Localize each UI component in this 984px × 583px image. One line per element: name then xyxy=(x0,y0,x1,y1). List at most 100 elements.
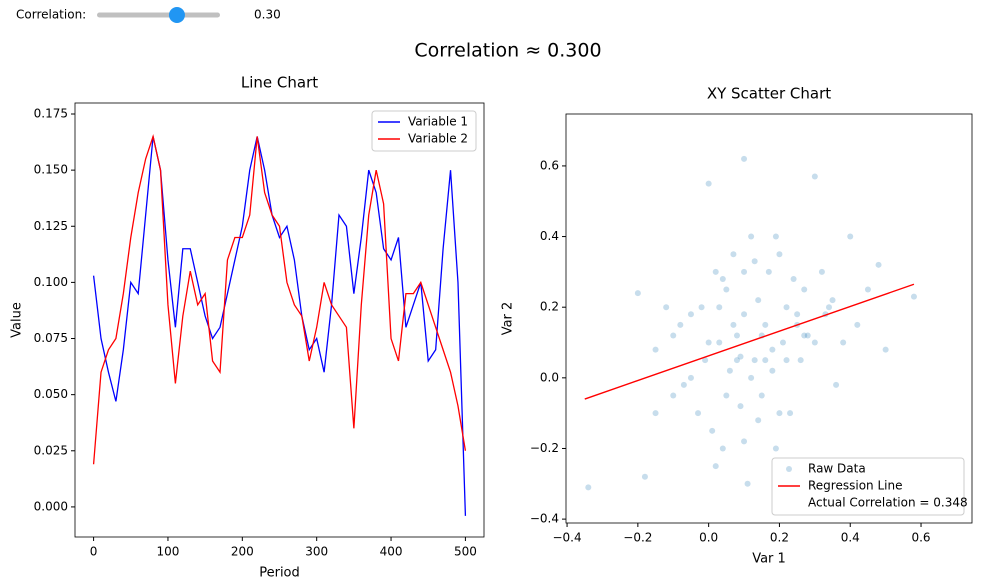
scatter-point xyxy=(910,293,917,300)
x-tick-label: 0 xyxy=(90,545,98,559)
scatter-point xyxy=(797,357,804,364)
line-series xyxy=(92,134,467,465)
scatter-point xyxy=(787,410,794,417)
y-tick-label: 0.075 xyxy=(34,331,68,345)
scatter-point xyxy=(634,290,641,297)
slider-track[interactable] xyxy=(97,12,220,18)
scatter-point xyxy=(811,173,818,180)
scatter-point xyxy=(719,445,726,452)
y-tick-label: 0.000 xyxy=(34,499,68,513)
slider-label: Correlation: xyxy=(16,8,86,22)
scatter-point xyxy=(801,286,808,293)
scatter-point xyxy=(790,275,797,282)
x-tick-label: 0.2 xyxy=(770,531,789,545)
legend-label: Raw Data xyxy=(808,462,866,476)
scatter-point xyxy=(776,410,783,417)
regression-line xyxy=(584,283,915,400)
scatter-point xyxy=(670,392,677,399)
scatter-point xyxy=(804,332,811,339)
figure-title: Correlation ≈ 0.300 xyxy=(414,40,601,62)
scatter-point xyxy=(741,438,748,445)
scatter-point xyxy=(776,251,783,258)
scatter-point xyxy=(695,410,702,417)
scatter-point xyxy=(794,311,801,318)
scatter-point xyxy=(712,463,719,470)
y-axis-label: Value xyxy=(10,302,25,338)
annotation: Actual Correlation = 0.348 xyxy=(808,496,968,510)
scatter-point xyxy=(755,417,762,424)
scatter-point xyxy=(755,297,762,304)
scatter-point xyxy=(882,346,889,353)
scatter-point xyxy=(847,233,854,240)
scatter-point xyxy=(854,321,861,328)
y-tick-label: −0.4 xyxy=(530,512,559,526)
scatter-point xyxy=(702,357,709,364)
scatter-point xyxy=(864,286,871,293)
scatter-point xyxy=(748,233,755,240)
y-tick-label: 0.6 xyxy=(540,158,559,172)
scatter-point xyxy=(875,261,882,268)
scatter-point xyxy=(769,346,776,353)
y-tick-label: 0.050 xyxy=(34,387,68,401)
y-axis-label: Var 2 xyxy=(501,302,516,336)
scatter-point xyxy=(829,297,836,304)
scatter-point xyxy=(716,339,723,346)
scatter-point xyxy=(737,403,744,410)
y-tick-label: 0.2 xyxy=(540,300,559,314)
scatter-point xyxy=(765,268,772,275)
legend-marker xyxy=(786,466,792,472)
legend-box xyxy=(771,457,965,516)
scatter-point xyxy=(652,346,659,353)
legend-label: Variable 1 xyxy=(408,115,468,129)
y-tick-label: 0.100 xyxy=(34,275,68,289)
scatter-point xyxy=(744,480,751,487)
x-tick-label: 500 xyxy=(454,545,477,559)
axes-title: XY Scatter Chart xyxy=(707,85,831,103)
y-tick-label: 0.175 xyxy=(34,107,68,121)
scatter-point xyxy=(687,374,694,381)
x-tick-label: −0.2 xyxy=(623,531,652,545)
axes-frame xyxy=(74,102,485,538)
slider-handle[interactable] xyxy=(168,7,185,23)
scatter-point xyxy=(751,357,758,364)
scatter-point xyxy=(733,357,740,364)
scatter-point xyxy=(772,233,779,240)
scatter-point xyxy=(737,353,744,360)
scatter-point xyxy=(762,321,769,328)
x-tick-label: 200 xyxy=(231,545,254,559)
axes-frame xyxy=(565,113,973,524)
scatter-point xyxy=(677,321,684,328)
scatter-point xyxy=(825,304,832,311)
scatter-point xyxy=(663,304,670,311)
slider-value: 0.30 xyxy=(254,8,281,22)
x-tick-label: 0.0 xyxy=(699,531,718,545)
scatter-point xyxy=(723,286,730,293)
scatter-point xyxy=(801,332,808,339)
scatter-point xyxy=(670,332,677,339)
legend-box xyxy=(371,110,477,152)
x-tick-label: 300 xyxy=(305,545,328,559)
scatter-point xyxy=(741,268,748,275)
axes-title: Line Chart xyxy=(241,74,318,92)
scatter-point xyxy=(748,374,755,381)
line-series xyxy=(92,136,467,516)
scatter-point xyxy=(811,339,818,346)
scatter-point xyxy=(698,304,705,311)
scatter-point xyxy=(730,251,737,258)
scatter-point xyxy=(680,381,687,388)
x-tick-label: 400 xyxy=(380,545,403,559)
legend-label: Variable 2 xyxy=(408,132,468,146)
scatter-point xyxy=(769,367,776,374)
scatter-point xyxy=(783,304,790,311)
scatter-point xyxy=(716,304,723,311)
legend-label: Regression Line xyxy=(808,479,902,493)
scatter-point xyxy=(726,367,733,374)
scatter-point xyxy=(758,392,765,399)
y-tick-label: 0.4 xyxy=(540,229,559,243)
scatter-point xyxy=(751,258,758,265)
scatter-point xyxy=(818,268,825,275)
scatter-point xyxy=(723,392,730,399)
scatter-point xyxy=(652,410,659,417)
